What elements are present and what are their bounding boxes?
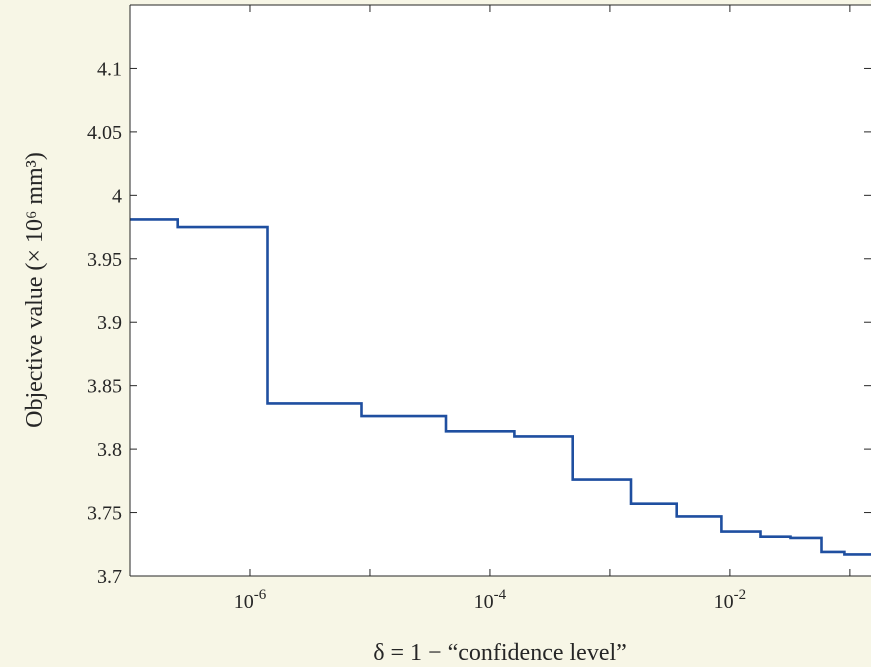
axes-layer xyxy=(129,4,871,577)
y-tick-label: 4.05 xyxy=(87,122,122,144)
series-layer xyxy=(130,218,871,556)
series-line-1 xyxy=(130,218,871,556)
x-tick-label: 10-6 xyxy=(234,587,267,613)
x-tick-label: 10-4 xyxy=(474,587,507,613)
y-tick-label: 4.1 xyxy=(97,58,122,80)
x-tick-label: 10-2 xyxy=(714,587,747,613)
x-axis-label: δ = 1 − “confidence level” xyxy=(373,640,627,666)
y-axis-label: Objective value (× 10⁶ mm³) xyxy=(22,152,48,428)
y-tick-label: 3.7 xyxy=(97,566,122,588)
y-tick-label: 3.85 xyxy=(87,376,122,398)
y-tick-label: 3.95 xyxy=(87,249,122,271)
y-tick-label: 3.9 xyxy=(97,312,122,334)
y-tick-label: 3.8 xyxy=(97,439,122,461)
y-tick-label: 3.75 xyxy=(87,503,122,525)
y-tick-label: 4 xyxy=(112,185,122,207)
plot-background xyxy=(130,5,871,576)
